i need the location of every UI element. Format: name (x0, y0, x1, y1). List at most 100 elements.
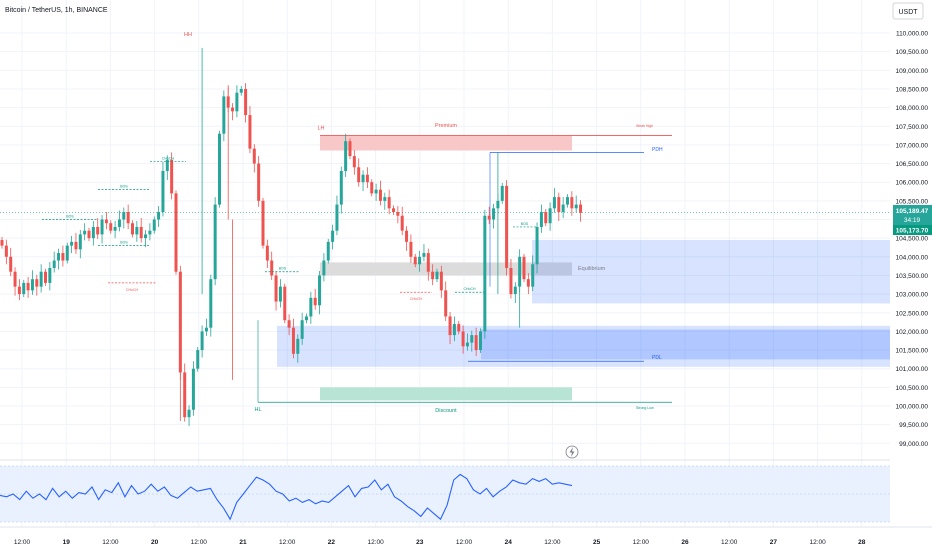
candle (557, 192, 561, 221)
lightning-icon[interactable] (565, 445, 579, 459)
candle (487, 206, 491, 224)
time-label: 19 (63, 539, 71, 546)
candle (152, 216, 156, 234)
candle (409, 234, 413, 263)
candle (30, 270, 34, 295)
price-tick-label: 107,500.00 (895, 124, 928, 131)
candle (270, 251, 274, 280)
time-label: 12:00 (191, 539, 208, 546)
structure-label: CHoCH (410, 297, 423, 301)
second-price-value: 105,173.70 (896, 228, 929, 235)
candle (492, 203, 496, 229)
price-tick-label: 108,000.00 (895, 105, 928, 112)
time-label: 12:00 (14, 539, 31, 546)
candle (448, 312, 452, 345)
candle (326, 238, 330, 264)
candle (535, 222, 539, 274)
candle (235, 85, 239, 118)
candle (213, 197, 217, 286)
candle (0, 237, 4, 249)
pdh-label: PDH (652, 147, 663, 153)
candle (357, 158, 361, 187)
currency-button[interactable]: USDT (892, 2, 924, 20)
candle (44, 268, 47, 286)
candle (465, 333, 469, 351)
candle (139, 218, 143, 243)
candle (378, 180, 382, 206)
time-label: 12:00 (544, 539, 561, 546)
candle (61, 245, 65, 267)
candle (387, 189, 391, 215)
rsi-line (0, 473, 573, 521)
candle (474, 327, 478, 357)
candle (405, 226, 409, 251)
candle (305, 313, 308, 324)
candle (4, 239, 8, 265)
candle (65, 242, 69, 264)
candle (248, 106, 252, 154)
candle (396, 206, 400, 224)
candle (109, 220, 113, 234)
candle (574, 195, 578, 213)
candle (57, 248, 61, 270)
candle (191, 361, 195, 416)
candle (348, 138, 352, 160)
discount-label: Discount (435, 408, 457, 414)
price-tick-label: 109,500.00 (895, 49, 928, 56)
candle (544, 209, 548, 227)
zone-demand (277, 325, 890, 367)
time-label: 28 (858, 539, 866, 546)
swing-label-lh: LH (317, 125, 324, 131)
price-tick-label: 100,500.00 (895, 385, 928, 392)
candle (313, 288, 317, 310)
candle (13, 267, 17, 296)
price-tick-label: 103,000.00 (895, 292, 928, 299)
zone-equilibrium (320, 262, 572, 276)
price-tick-label: 110,000.00 (896, 31, 928, 38)
candle (539, 204, 543, 233)
candle (426, 248, 430, 281)
countdown-timer: 34:19 (904, 217, 921, 224)
candle (374, 183, 378, 201)
candle (200, 325, 204, 358)
price-tick-label: 106,500.00 (895, 161, 928, 168)
candle (335, 195, 339, 236)
time-label: 27 (770, 539, 778, 546)
price-tick-label: 104,500.00 (895, 236, 928, 243)
candle (461, 325, 465, 354)
price-tick-label: 99,500.00 (899, 422, 928, 429)
candle (9, 247, 13, 277)
candle (26, 276, 30, 298)
candle (283, 283, 287, 324)
candle (87, 227, 91, 242)
candle (239, 85, 243, 96)
candle (561, 197, 565, 219)
candle (418, 250, 422, 272)
structure-label: BOS (521, 222, 529, 226)
candle (566, 194, 569, 208)
current-price-tag: 105,189.47 34:19 105,173.70 (893, 205, 932, 235)
candle (331, 224, 335, 250)
price-tick-label: 105,500.00 (895, 198, 928, 205)
candle (291, 318, 295, 359)
price-tick-label: 101,500.00 (895, 348, 928, 355)
price-tick-label: 106,000.00 (895, 180, 928, 187)
candle (244, 82, 248, 123)
zone-discount (320, 387, 572, 401)
annotations: Premium Equilibrium Discount PDH PDL Weak Hig… (42, 32, 663, 414)
time-label: 12:00 (721, 539, 738, 546)
strong-low-label: Strong Low (636, 406, 654, 410)
candle (83, 223, 87, 241)
structure-label: BOS (120, 185, 128, 189)
candle (144, 229, 148, 248)
candle (100, 215, 104, 244)
time-label: 12:00 (279, 539, 296, 546)
candle (17, 279, 21, 301)
current-price-value: 105,189.47 (896, 208, 929, 215)
structure-label: CHoCH (126, 288, 139, 292)
time-label: 26 (681, 539, 689, 546)
price-tick-label: 109,000.00 (895, 68, 928, 75)
weak-high-label: Weak High (636, 124, 653, 128)
candle (570, 191, 574, 216)
